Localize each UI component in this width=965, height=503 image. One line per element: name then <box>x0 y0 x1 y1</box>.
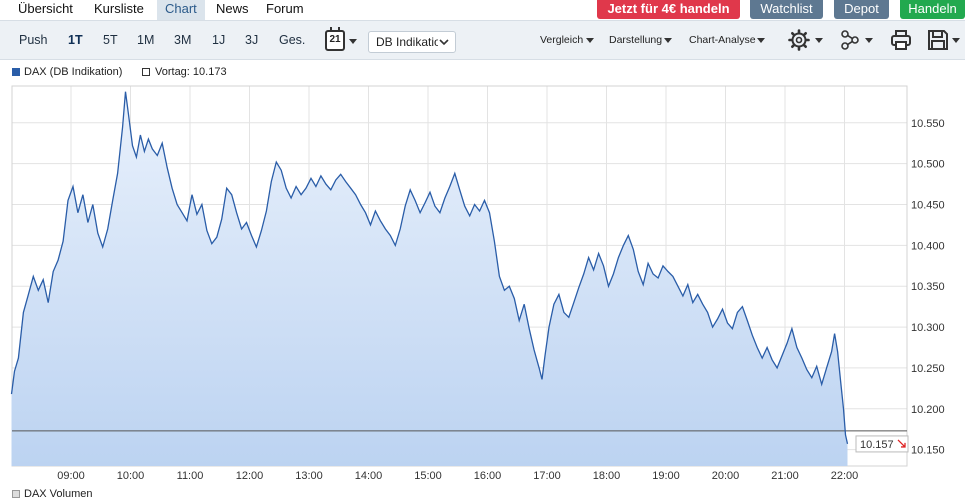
chart-analyse-chevron-down-icon[interactable] <box>757 38 765 43</box>
x-tick-label: 19:00 <box>652 470 680 482</box>
tab-uebersicht[interactable]: Übersicht <box>18 1 73 16</box>
y-tick-label: 10.200 <box>911 404 945 416</box>
last-price-value: 10.157 <box>860 439 894 451</box>
calendar-day: 21 <box>329 34 341 45</box>
watchlist-button[interactable]: Watchlist <box>750 0 823 19</box>
y-tick-label: 10.300 <box>911 322 945 334</box>
menu-chart-analyse-label: Chart-Analyse <box>689 34 756 46</box>
price-area-fill <box>11 91 848 466</box>
tab-chart[interactable]: Chart <box>157 0 205 20</box>
x-tick-label: 22:00 <box>831 470 859 482</box>
range-3j[interactable]: 3J <box>245 33 259 47</box>
series-color-swatch <box>12 68 20 76</box>
price-chart[interactable]: 10.550 10.500 10.450 10.400 10.350 10.300 10.2… <box>0 78 965 485</box>
calendar-chevron-down-icon[interactable] <box>349 39 357 44</box>
x-axis-labels: 09:00 10:00 11:00 12:00 13:00 14:00 15:00 16:00… <box>57 470 858 482</box>
x-tick-label: 14:00 <box>355 470 383 482</box>
x-tick-label: 12:00 <box>236 470 264 482</box>
x-tick-label: 17:00 <box>533 470 561 482</box>
handeln-button[interactable]: Handeln <box>900 0 965 19</box>
last-price-label: 10.157 <box>855 435 909 453</box>
x-tick-label: 21:00 <box>771 470 799 482</box>
x-tick-label: 11:00 <box>177 470 204 482</box>
x-tick-label: 20:00 <box>712 470 740 482</box>
range-1m[interactable]: 1M <box>137 33 155 47</box>
x-tick-label: 18:00 <box>593 470 621 482</box>
x-tick-label: 10:00 <box>117 470 145 482</box>
range-1j[interactable]: 1J <box>212 33 226 47</box>
print-icon[interactable] <box>890 29 912 51</box>
depot-button[interactable]: Depot <box>834 0 889 19</box>
tab-kursliste[interactable]: Kursliste <box>94 1 144 16</box>
top-navigation: Übersicht Kursliste Chart News Forum Jet… <box>0 0 965 20</box>
series-legend-label: DAX (DB Indikation) <box>24 66 123 78</box>
x-tick-label: 16:00 <box>474 470 502 482</box>
range-push[interactable]: Push <box>19 33 48 47</box>
settings-icon[interactable] <box>788 29 810 51</box>
trade-now-button[interactable]: Jetzt für 4€ handeln <box>597 0 740 19</box>
y-tick-label: 10.550 <box>911 118 945 130</box>
tab-news[interactable]: News <box>216 1 249 16</box>
calendar-icon[interactable]: 21 <box>325 27 345 51</box>
menu-darstellung-label: Darstellung <box>609 34 663 46</box>
prev-close-swatch <box>142 68 150 76</box>
vergleich-chevron-down-icon[interactable] <box>586 38 594 43</box>
y-tick-label: 10.250 <box>911 363 945 375</box>
darstellung-chevron-down-icon[interactable] <box>664 38 672 43</box>
x-tick-label: 15:00 <box>414 470 442 482</box>
y-tick-label: 10.350 <box>911 281 945 293</box>
range-3m[interactable]: 3M <box>174 33 192 47</box>
menu-chart-analyse[interactable]: Chart-Analyse <box>689 34 756 46</box>
exchange-select-value: DB Indikation <box>376 35 438 49</box>
y-tick-label: 10.400 <box>911 240 945 252</box>
menu-darstellung[interactable]: Darstellung <box>609 34 662 46</box>
down-arrow-icon <box>897 439 906 448</box>
range-1t[interactable]: 1T <box>68 33 83 47</box>
y-tick-label: 10.150 <box>911 445 945 457</box>
volume-swatch[interactable] <box>12 490 20 498</box>
range-5t[interactable]: 5T <box>103 33 118 47</box>
volume-legend-label: DAX Volumen <box>24 488 93 500</box>
x-tick-label: 09:00 <box>57 470 85 482</box>
menu-vergleich-label: Vergleich <box>540 34 584 46</box>
price-line <box>10 91 849 445</box>
chevron-down-icon <box>439 39 449 46</box>
y-tick-label: 10.500 <box>911 159 945 171</box>
share-icon[interactable] <box>839 29 861 51</box>
save-chevron-down-icon[interactable] <box>952 38 960 43</box>
y-axis-labels: 10.550 10.500 10.450 10.400 10.350 10.300 10.2… <box>911 118 945 457</box>
share-chevron-down-icon[interactable] <box>865 38 873 43</box>
tab-forum[interactable]: Forum <box>266 1 304 16</box>
range-gesamt[interactable]: Ges. <box>279 33 306 47</box>
menu-vergleich[interactable]: Vergleich <box>540 34 583 46</box>
exchange-select[interactable]: DB Indikation <box>368 31 456 53</box>
settings-chevron-down-icon[interactable] <box>815 38 823 43</box>
x-tick-label: 13:00 <box>295 470 323 482</box>
save-icon[interactable] <box>927 29 949 51</box>
y-tick-label: 10.450 <box>911 199 945 211</box>
prev-close-legend-label: Vortag: 10.173 <box>155 66 227 78</box>
chart-toolbar: Push 1T 5T 1M 3M 1J 3J Ges. 21 DB Indika… <box>0 20 965 60</box>
